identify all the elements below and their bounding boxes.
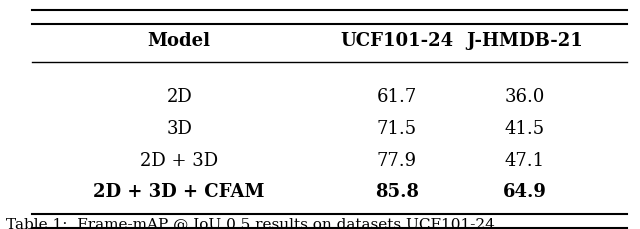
Text: 47.1: 47.1 bbox=[505, 151, 545, 169]
Text: UCF101-24: UCF101-24 bbox=[340, 32, 453, 49]
Text: 2D + 3D + CFAM: 2D + 3D + CFAM bbox=[93, 183, 265, 201]
Text: 64.9: 64.9 bbox=[503, 183, 547, 201]
Text: 2D: 2D bbox=[166, 88, 192, 106]
Text: 41.5: 41.5 bbox=[505, 120, 545, 137]
Text: 61.7: 61.7 bbox=[377, 88, 417, 106]
Text: 85.8: 85.8 bbox=[375, 183, 419, 201]
Text: J-HMDB-21: J-HMDB-21 bbox=[467, 32, 583, 49]
Text: 3D: 3D bbox=[166, 120, 192, 137]
Text: Table 1:  Frame-mAP @ IoU 0.5 results on datasets UCF101-24: Table 1: Frame-mAP @ IoU 0.5 results on … bbox=[6, 216, 495, 229]
Text: 36.0: 36.0 bbox=[504, 88, 545, 106]
Text: Model: Model bbox=[148, 32, 211, 49]
Text: 77.9: 77.9 bbox=[377, 151, 417, 169]
Text: 2D + 3D: 2D + 3D bbox=[140, 151, 218, 169]
Text: 71.5: 71.5 bbox=[377, 120, 417, 137]
